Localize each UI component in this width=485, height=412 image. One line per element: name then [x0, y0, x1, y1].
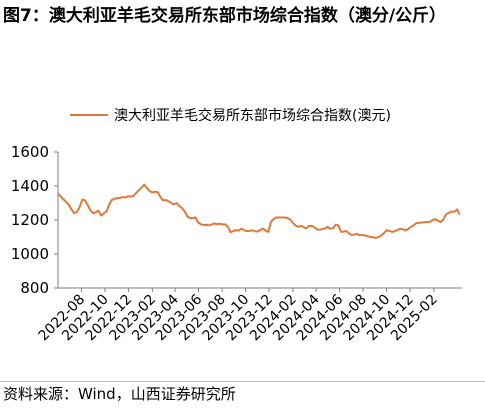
- x-axis-ticks: 2022-082022-102022-122023-022023-042023-…: [36, 288, 441, 344]
- y-tick-label: 800: [20, 279, 49, 297]
- y-tick-label: 1000: [11, 245, 49, 263]
- source-note: 资料来源：Wind，山西证券研究所: [3, 385, 236, 403]
- y-tick-label: 1600: [11, 143, 49, 161]
- legend: 澳大利亚羊毛交易所东部市场综合指数(澳元): [70, 107, 391, 124]
- series-layer: [57, 183, 461, 239]
- y-axis-ticks: 800 1000 1200 1400 1600: [11, 143, 58, 297]
- chart-area: 澳大利亚羊毛交易所东部市场综合指数(澳元) 800 1000 1200 1400 160…: [0, 88, 485, 378]
- divider: [0, 381, 485, 382]
- figure-title: 图7：澳大利亚羊毛交易所东部市场综合指数（澳分/公斤）: [3, 6, 447, 26]
- axes: [57, 152, 462, 289]
- y-tick-label: 1200: [11, 211, 49, 229]
- series-line: [57, 183, 461, 239]
- legend-label: 澳大利亚羊毛交易所东部市场综合指数(澳元): [114, 107, 391, 124]
- y-tick-label: 1400: [11, 177, 49, 195]
- line-chart: 澳大利亚羊毛交易所东部市场综合指数(澳元) 800 1000 1200 1400 160…: [11, 107, 462, 344]
